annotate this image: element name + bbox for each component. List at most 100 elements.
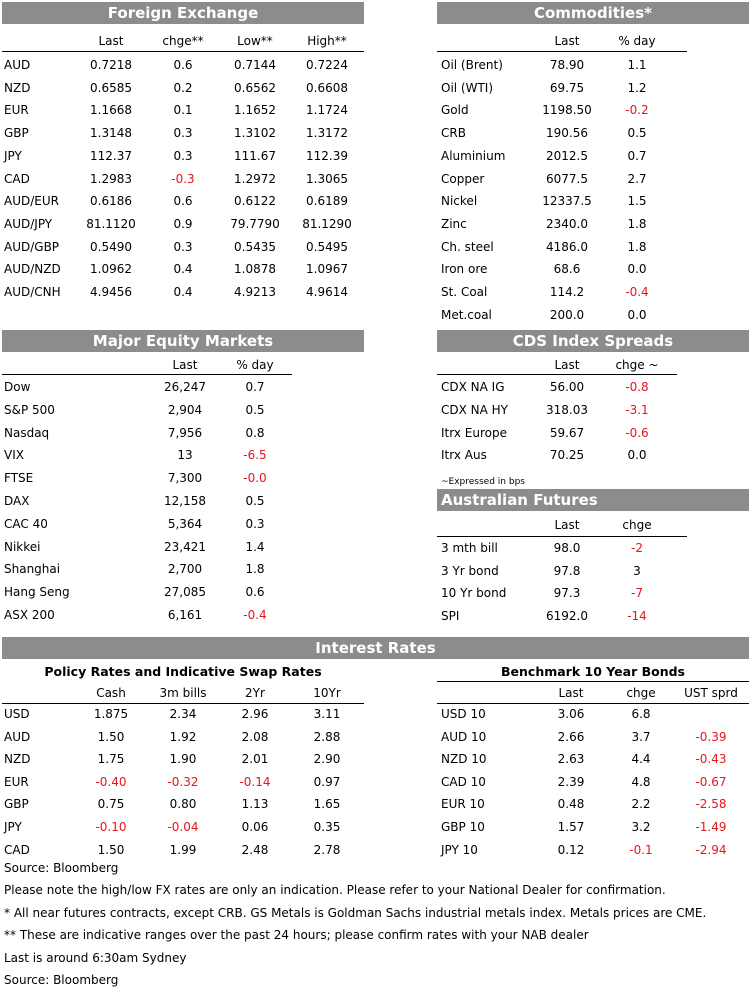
ir-cell: -1.49 [695, 820, 727, 834]
eq-row-label: Shanghai [4, 562, 61, 577]
ir-row-label: GBP 10 [441, 820, 485, 834]
ir-cell: 2.96 [241, 707, 269, 721]
eq-row-label: VIX [4, 448, 24, 463]
divider [2, 51, 364, 52]
fx-cell: 1.3065 [306, 171, 348, 186]
ir-col-header: 10Yr [313, 686, 341, 700]
fx-row-label: EUR [4, 103, 29, 118]
ir-col-header: UST sprd [684, 686, 738, 700]
eq-cell: 6,161 [167, 608, 203, 622]
eq-row-label: CAC 40 [4, 516, 48, 531]
ir-cell: 2.2 [631, 797, 651, 812]
ir-col-header: Cash [96, 686, 126, 700]
ir-cell: 2.63 [557, 752, 585, 767]
fut-row-label: SPI [441, 608, 460, 623]
cds-cell: 318.03 [546, 402, 588, 417]
ir-cell: 0.48 [557, 797, 585, 812]
ir-cell: 0.75 [97, 797, 125, 812]
ir-cell: 1.75 [97, 752, 125, 767]
benchmark-bonds-title: Benchmark 10 Year Bonds [501, 664, 685, 679]
fx-cell: 0.7218 [90, 58, 132, 72]
ir-cell: -0.04 [167, 820, 199, 834]
ir-cell: 2.08 [241, 729, 269, 744]
ir-cell: 1.875 [93, 707, 129, 721]
eq-cell: 5,364 [167, 516, 203, 531]
fx-cell: 0.6122 [234, 194, 276, 209]
fx-cell: 1.0967 [306, 262, 348, 277]
ir-row-label: JPY [4, 820, 22, 834]
eq-row-label: FTSE [4, 471, 34, 486]
divider [437, 703, 749, 704]
comm-cell: 6077.5 [546, 171, 588, 186]
fx-cell: 0.5490 [90, 239, 132, 254]
ir-row-label: USD 10 [441, 707, 486, 721]
ir-cell: -0.10 [95, 820, 127, 834]
ir-col-header: Last [558, 686, 584, 700]
fx-cell: 1.3148 [90, 126, 132, 141]
ir-cell: 1.99 [169, 842, 197, 857]
fx-row-label: AUD [4, 58, 31, 72]
ir-cell: -2.58 [695, 797, 727, 812]
fut-row-label: 10 Yr bond [441, 586, 507, 601]
fx-cell: 0.9 [173, 216, 193, 231]
footnote: Please note the high/low FX rates are on… [4, 883, 666, 898]
comm-cell: 200.0 [549, 307, 585, 322]
ir-cell: -0.67 [695, 774, 727, 789]
fut-row-label: 3 Yr bond [441, 563, 499, 578]
ir-col-header: 2Yr [245, 686, 265, 700]
eq-row-label: Nikkei [4, 539, 41, 554]
ir-cell: 3.11 [313, 707, 341, 721]
eq-cell: 27,085 [164, 585, 206, 600]
cds-cell: -0.6 [625, 425, 649, 440]
ir-cell: 0.12 [557, 842, 585, 857]
eq-cell: 0.7 [245, 380, 265, 394]
fx-cell: 0.6186 [90, 194, 132, 209]
fx-row-label: AUD/NZD [4, 262, 61, 277]
fx-row-label: AUD/EUR [4, 194, 59, 209]
fx-row-label: AUD/GBP [4, 239, 60, 254]
ir-cell: 6.8 [631, 707, 651, 721]
fx-cell: 1.2983 [90, 171, 132, 186]
divider [2, 374, 292, 375]
comm-row-label: Nickel [441, 194, 478, 209]
ir-col-header: chge [626, 686, 656, 700]
comm-cell: 1.8 [627, 216, 647, 231]
divider [437, 681, 749, 682]
ir-row-label: NZD [4, 752, 31, 767]
ir-cell: 2.01 [241, 752, 269, 767]
fx-cell: 112.39 [306, 148, 348, 163]
fx-cell: 0.3 [173, 239, 193, 254]
ir-row-label: AUD [4, 729, 31, 744]
comm-row-label: St. Coal [441, 285, 488, 299]
fx-cell: 0.3 [173, 148, 193, 163]
comm-cell: -0.4 [625, 285, 649, 299]
fut-cell: 97.8 [553, 563, 581, 578]
comm-cell: 2340.0 [546, 216, 588, 231]
fut-cell: -7 [631, 586, 643, 601]
eq-row-label: DAX [4, 494, 30, 508]
eq-row-label: Hang Seng [4, 585, 70, 600]
comm-row-label: Zinc [441, 216, 467, 231]
comm-cell: 0.7 [627, 148, 647, 163]
comm-cell: 2.7 [627, 171, 647, 186]
fx-cell: 1.1724 [306, 103, 348, 118]
fx-cell: 4.9456 [90, 285, 132, 299]
fx-cell: 112.37 [90, 148, 132, 163]
fut-cell: -14 [627, 608, 647, 623]
eq-cell: 13 [177, 448, 193, 463]
fx-cell: 4.9213 [234, 285, 276, 299]
eq-cell: 7,956 [167, 425, 203, 440]
divider [2, 703, 364, 704]
ir-cell: 2.66 [557, 729, 585, 744]
ir-cell: 1.90 [169, 752, 197, 767]
comm-cell: 1198.50 [542, 103, 592, 118]
ir-cell: 1.65 [313, 797, 341, 812]
cds-row-label: Itrx Aus [441, 448, 487, 463]
eq-cell: 2,700 [167, 562, 203, 577]
comm-row-label: Oil (Brent) [441, 58, 503, 72]
fut-cell: 97.3 [553, 586, 581, 601]
interest-rates-header: Interest Rates [2, 637, 749, 659]
fx-cell: 1.3172 [306, 126, 348, 141]
ir-cell: 2.88 [313, 729, 341, 744]
ir-cell: 1.57 [557, 820, 585, 834]
